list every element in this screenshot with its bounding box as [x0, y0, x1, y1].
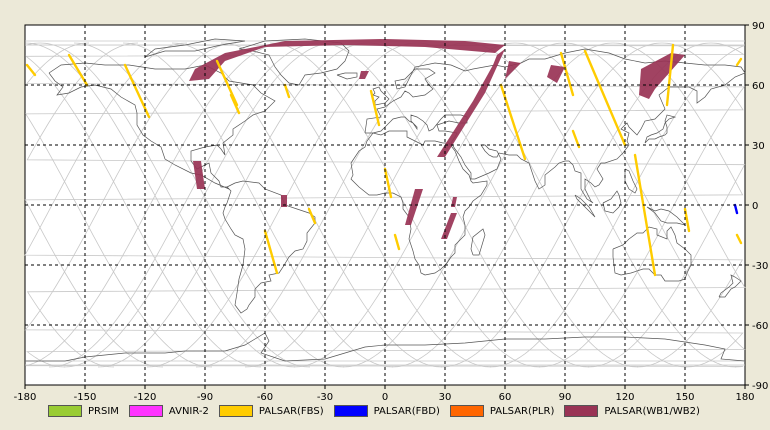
swath-palsar-fbs [571, 129, 581, 149]
swath-palsar-wb [281, 195, 287, 207]
legend-swatch [449, 405, 484, 417]
swath-palsar-wb [639, 53, 685, 99]
swath-palsar-fbs [123, 63, 151, 119]
legend-label: PALSAR(FBS) [258, 405, 324, 417]
orbit-track [24, 42, 745, 368]
swath-palsar-wb [189, 39, 505, 81]
legend-item: AVNIR-2 [128, 405, 209, 417]
lon-tick-label: 150 [675, 392, 694, 403]
coastline-new-guinea [646, 206, 687, 226]
lat-tick-label: -90 [752, 381, 768, 392]
swath-palsar-fbs [67, 53, 89, 87]
swath-palsar-fbs [393, 233, 401, 251]
legend-label: PALSAR(PLR) [489, 405, 555, 417]
swath-palsar-fbs [559, 51, 575, 97]
orbit-track [416, 42, 688, 368]
swath-palsar-wb [193, 161, 205, 189]
orbit-track [391, 42, 663, 368]
lat-tick-label: -30 [752, 261, 768, 272]
lon-tick-label: -180 [14, 392, 37, 403]
orbit-track [25, 42, 744, 368]
legend-swatch [564, 405, 599, 417]
legend-item: PALSAR(FBD) [333, 405, 440, 417]
orbit-track [122, 42, 394, 368]
lon-tick-label: 180 [735, 392, 754, 403]
swath-palsar-wb [547, 65, 565, 83]
swath-palsar-fbs [383, 167, 393, 199]
legend-label: AVNIR-2 [168, 405, 209, 417]
lon-tick-label: 0 [382, 392, 388, 403]
swath-palsar-wb [405, 189, 423, 225]
swath-palsar-fbs [369, 89, 381, 127]
legend-item: PALSAR(PLR) [449, 405, 555, 417]
legend-label: PRSIM [88, 405, 119, 417]
coastline-antarctica [25, 332, 746, 362]
swath-palsar-fbs [307, 207, 317, 225]
longitude-tick-labels: -180 -150 -120 -90 -60 -30 0 30 60 90 120 150 180 [14, 385, 755, 403]
swath-palsar-fbs [25, 63, 37, 77]
swath-palsar-fbd [733, 203, 739, 215]
legend-swatch [48, 405, 82, 417]
swath-palsar-fbs [735, 57, 743, 67]
coastline-sumatra [574, 194, 596, 218]
latitude-tick-labels: 90 60 30 0 -30 -60 -90 [745, 21, 768, 392]
coastline-borneo [602, 190, 622, 214]
legend-item: PRSIM [48, 405, 119, 417]
lat-tick-label: 30 [752, 141, 765, 152]
legend-item: PALSAR(FBS) [218, 405, 324, 417]
swath-palsar-fbs [633, 153, 657, 277]
lon-tick-label: 120 [615, 392, 634, 403]
swath-palsar-wb [359, 71, 369, 79]
orbit-track [24, 42, 744, 368]
swath-palsar-fbs [263, 229, 279, 275]
lon-tick-label: -60 [257, 392, 273, 403]
coastline-philippines [624, 168, 638, 194]
coastline-arctic-islands [144, 38, 246, 58]
coastlines [25, 38, 746, 362]
orbit-track [97, 42, 369, 368]
swath-palsar-wb [437, 49, 505, 157]
lat-tick-label: -60 [752, 321, 768, 332]
swath-palsar-fbs [583, 49, 627, 147]
lon-tick-label: 30 [439, 392, 452, 403]
swath-palsar-fbs [665, 43, 675, 107]
coastline-eurasia [364, 48, 746, 204]
legend-swatch [333, 405, 368, 417]
swath-palsar-wb [505, 61, 521, 79]
lon-tick-label: 90 [559, 392, 572, 403]
swath-palsar-fbs [683, 207, 691, 233]
swath-palsar-fbs [215, 59, 239, 107]
coastline-iceland [336, 72, 358, 80]
swath-palsar-fbs [735, 233, 743, 245]
orbit-track [367, 42, 639, 368]
lat-tick-label: 90 [752, 21, 765, 32]
legend-item: PALSAR(WB1/WB2) [564, 405, 700, 417]
coastline-new-zealand [718, 274, 742, 298]
graticule [25, 25, 745, 385]
legend-swatch [128, 405, 163, 417]
coastline-japan [644, 114, 677, 144]
coastline-south-america [222, 180, 316, 314]
swath-palsar-wb [441, 213, 457, 239]
coastline-madagascar [470, 228, 486, 256]
swath-palsar-fbs [229, 93, 241, 115]
legend: PRSIM AVNIR-2 PALSAR(FBS) PALSAR(FBD) PALSAR… [48, 403, 748, 419]
lon-tick-label: -90 [197, 392, 213, 403]
lon-tick-label: -120 [134, 392, 157, 403]
lon-tick-label: -150 [74, 392, 97, 403]
lon-tick-label: -30 [317, 392, 333, 403]
lon-tick-label: 60 [499, 392, 512, 403]
lat-tick-label: 0 [752, 201, 758, 212]
lat-tick-label: 60 [752, 81, 765, 92]
observation-swaths [25, 39, 743, 277]
swath-palsar-fbs [283, 83, 291, 99]
legend-label: PALSAR(FBD) [373, 405, 440, 417]
legend-label: PALSAR(WB1/WB2) [604, 405, 700, 417]
legend-swatch [218, 405, 253, 417]
coastline-british-isles [372, 86, 390, 106]
